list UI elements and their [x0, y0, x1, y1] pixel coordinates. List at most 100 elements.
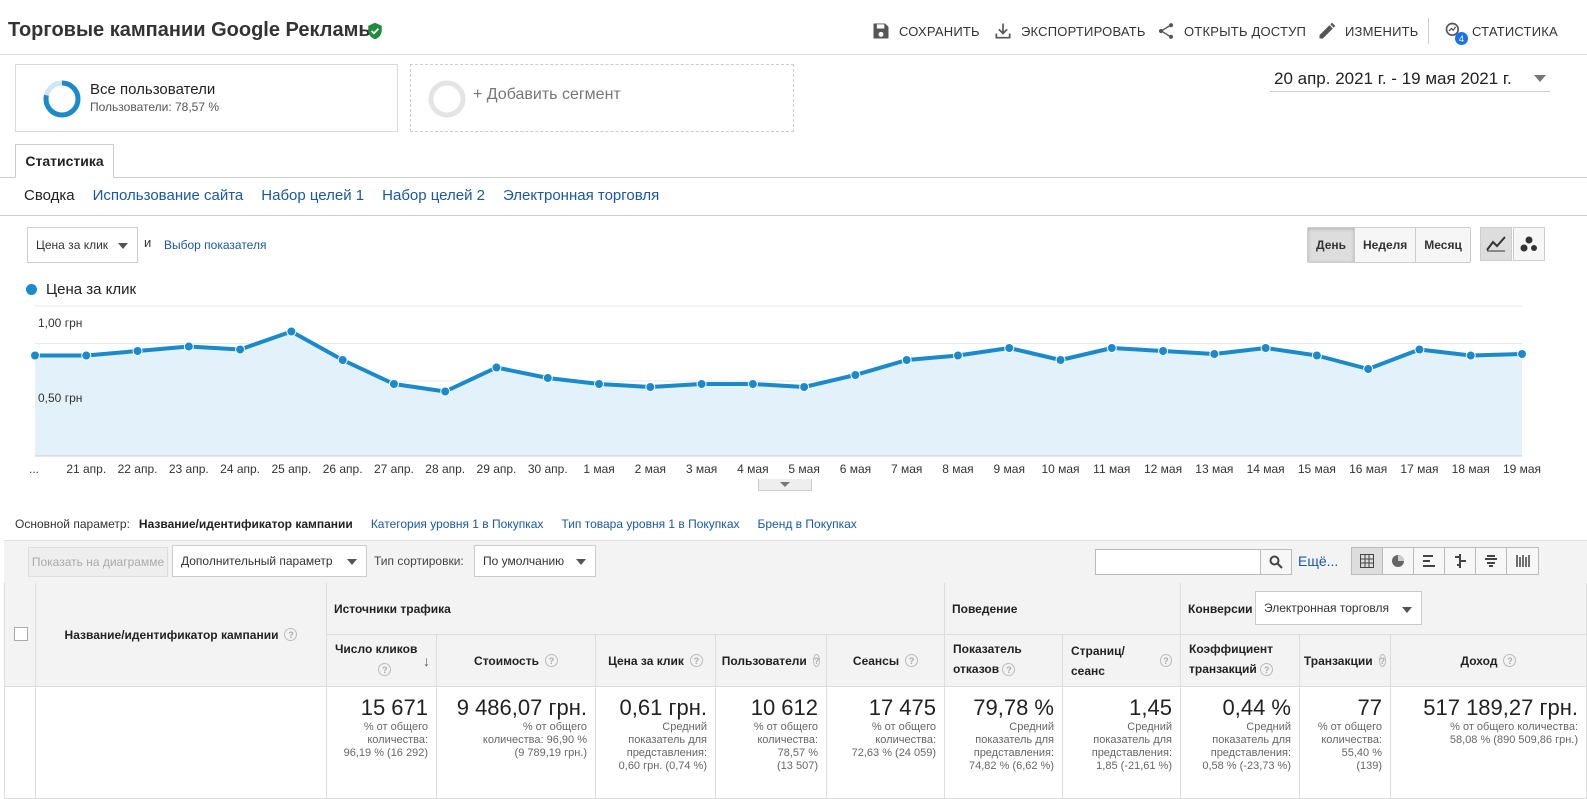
sort-desc-icon[interactable]: ↓: [423, 653, 430, 669]
secondary-dimension-select[interactable]: Дополнительный параметр: [172, 545, 367, 577]
total-subtext: % от общего: [1317, 721, 1382, 733]
view-table-button[interactable]: [1352, 548, 1383, 574]
column-header[interactable]: Цена за клик?: [596, 635, 716, 687]
x-tick-label: 29 апр.: [477, 462, 517, 476]
sort-type-select[interactable]: По умолчанию: [474, 545, 596, 577]
period-month-button[interactable]: Месяц: [1416, 228, 1470, 262]
motion-chart-button[interactable]: [1513, 227, 1545, 261]
insights-button[interactable]: 4 СТАТИСТИКА: [1444, 20, 1558, 45]
help-icon[interactable]: ?: [1159, 654, 1172, 667]
period-week-button[interactable]: Неделя: [1355, 228, 1417, 262]
total-subtext: Средний: [1246, 721, 1291, 733]
export-button[interactable]: ЭКСПОРТИРОВАТЬ: [993, 20, 1146, 42]
data-point: [440, 386, 451, 397]
plot-rows-button[interactable]: Показать на диаграмме: [28, 547, 168, 577]
view-comparison-button[interactable]: [1445, 548, 1476, 574]
x-tick-label: 15 мая: [1298, 462, 1336, 476]
line-chart-button[interactable]: [1480, 227, 1512, 261]
subnav-summary[interactable]: Сводка: [24, 187, 75, 204]
data-point: [799, 382, 810, 392]
data-point: [1004, 343, 1015, 353]
legend-dot: [26, 284, 37, 295]
help-icon[interactable]: ?: [1503, 654, 1517, 667]
subnav-ecommerce[interactable]: Электронная торговля: [503, 187, 660, 204]
help-icon[interactable]: ?: [812, 654, 821, 667]
search-button[interactable]: [1261, 549, 1292, 575]
table-search-input[interactable]: [1095, 549, 1261, 575]
period-day-button[interactable]: День: [1308, 228, 1355, 262]
column-header-label-line2: транзакций: [1189, 662, 1261, 676]
primary-dimension-current: Название/идентификатор кампании: [138, 517, 353, 531]
dimension-option-brand[interactable]: Бренд в Покупках: [757, 517, 857, 531]
view-pie-button[interactable]: [1383, 548, 1414, 574]
select-all-checkbox[interactable]: [14, 627, 28, 641]
help-icon[interactable]: ?: [1002, 663, 1016, 677]
metric-select[interactable]: Цена за клик: [27, 227, 138, 263]
chart-collapse-handle[interactable]: [758, 479, 812, 491]
help-icon[interactable]: ?: [905, 654, 919, 667]
view-performance-button[interactable]: [1414, 548, 1445, 574]
line-chart-icon: [1486, 236, 1506, 252]
column-header[interactable]: Сеансы?: [827, 635, 945, 687]
segment-all-users[interactable]: Все пользователи Пользователи: 78,57 %: [15, 64, 398, 132]
view-pivot-button[interactable]: [1507, 548, 1538, 574]
column-header-label: Стоимость: [474, 653, 539, 668]
help-icon[interactable]: ?: [544, 654, 558, 667]
x-tick-label: 25 апр.: [271, 462, 311, 476]
series-area: [35, 331, 1522, 456]
column-header[interactable]: Число кликов ? ↓: [327, 635, 437, 687]
view-term-cloud-button[interactable]: [1476, 548, 1507, 574]
more-options-link[interactable]: Ещё...: [1298, 553, 1339, 569]
share-label: ОТКРЫТЬ ДОСТУП: [1184, 23, 1307, 39]
segment-donut-icon: [43, 80, 81, 118]
help-icon[interactable]: ?: [1260, 663, 1274, 677]
share-button[interactable]: ОТКРЫТЬ ДОСТУП: [1156, 20, 1306, 42]
subnav-goal-set-1[interactable]: Набор целей 1: [261, 187, 365, 204]
column-header[interactable]: Транзакции?: [1300, 635, 1391, 687]
total-subtext: (13 507): [777, 760, 818, 772]
x-tick-label: 27 апр.: [374, 462, 414, 476]
date-range-picker[interactable]: 20 апр. 2021 г. - 19 мая 2021 г.: [1270, 66, 1550, 92]
dimension-option-product-type[interactable]: Тип товара уровня 1 в Покупках: [561, 517, 740, 531]
add-segment-card[interactable]: + Добавить сегмент: [410, 64, 794, 132]
data-point: [1106, 343, 1117, 353]
column-header[interactable]: Пользователи?: [716, 635, 827, 687]
x-tick-label: 8 мая: [942, 462, 973, 476]
subnav-goal-set-2[interactable]: Набор целей 2: [382, 187, 486, 204]
conversions-type-select[interactable]: Электронная торговля: [1255, 591, 1422, 625]
total-subtext: 74,82 % (6,62 %): [969, 760, 1054, 772]
metric-select-value: Цена за клик: [36, 238, 109, 252]
edit-button[interactable]: ИЗМЕНИТЬ: [1317, 20, 1419, 42]
total-subtext: количества: 96,90 %: [482, 734, 587, 746]
column-header[interactable]: Стоимость?: [437, 635, 596, 687]
data-point: [30, 350, 40, 361]
data-point: [1055, 355, 1066, 365]
choose-metric-link[interactable]: Выбор показателя: [164, 238, 267, 252]
dimension-option-category[interactable]: Категория уровня 1 в Покупках: [370, 517, 544, 531]
column-header-label: Пользователи: [721, 653, 807, 668]
term-cloud-icon: [1485, 555, 1497, 567]
data-point: [1311, 350, 1322, 361]
column-header[interactable]: Показатель отказов ?: [945, 635, 1063, 687]
total-value: 517 189,27 грн.: [1423, 695, 1578, 720]
help-icon[interactable]: ?: [284, 628, 298, 641]
chevron-down-icon: [1402, 607, 1412, 613]
save-button[interactable]: СОХРАНИТЬ: [871, 20, 980, 42]
cpc-line-chart: 1,00 грн 0,50 грн... 21 апр. 22 апр. 23 апр.…: [29, 305, 1541, 476]
dimension-column-header[interactable]: Название/идентификатор кампании ?: [36, 583, 327, 687]
primary-dimension-label: Основной параметр:: [15, 517, 130, 531]
column-header[interactable]: Коэффициент транзакций ?: [1181, 635, 1300, 687]
column-header[interactable]: Страниц/сеанс?: [1063, 635, 1181, 687]
column-header-label: Показатель: [953, 642, 1022, 656]
total-subtext: представления:: [626, 747, 707, 759]
total-subtext: представления:: [973, 747, 1054, 759]
help-icon[interactable]: ?: [378, 663, 392, 677]
data-point: [81, 350, 92, 361]
tab-statistics[interactable]: Статистика: [15, 144, 114, 178]
subnav-site-usage[interactable]: Использование сайта: [92, 187, 244, 204]
column-header[interactable]: Доход?: [1391, 635, 1587, 687]
data-point: [1260, 343, 1271, 353]
help-icon[interactable]: ?: [689, 654, 703, 667]
total-subtext: % от общего: [522, 721, 587, 733]
help-icon[interactable]: ?: [1378, 654, 1387, 667]
